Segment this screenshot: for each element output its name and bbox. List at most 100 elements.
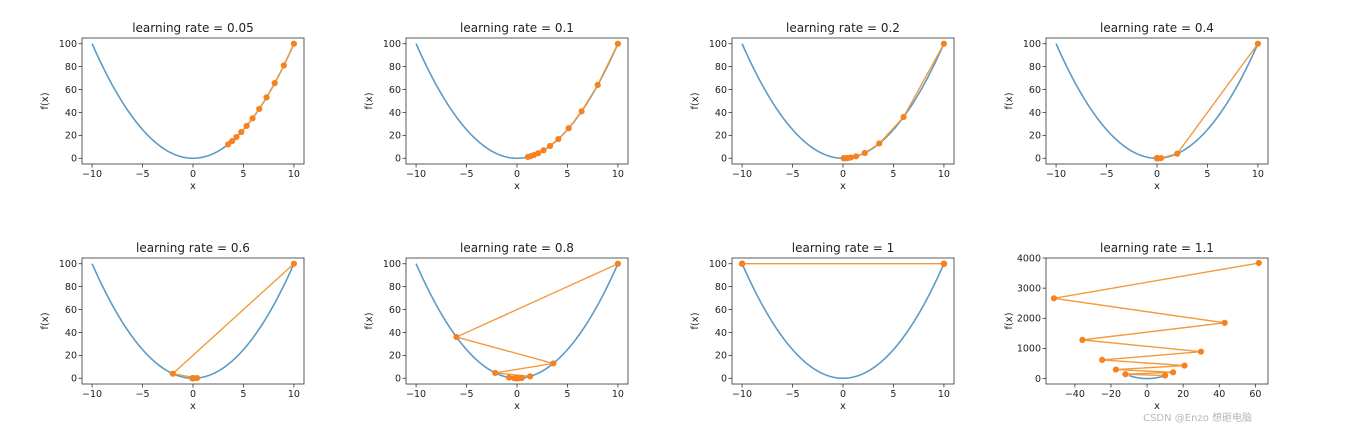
y-tick-label: 100 [709,39,727,50]
descent-point [546,142,554,150]
descent-point [861,149,868,157]
y-tick-label: 0 [1035,154,1041,165]
y-tick-label: 100 [383,39,401,50]
y-tick-label: 80 [389,62,401,73]
descent-point [1153,155,1161,162]
descent-point [1153,155,1161,162]
descent-point [842,155,849,162]
x-tick-label: −5 [136,169,150,180]
x-tick-label: 10 [612,169,624,180]
x-tick-label: 10 [1252,169,1264,180]
x-tick-label: 10 [938,389,950,400]
y-tick-label: 80 [715,62,727,73]
y-tick-label: 100 [59,259,77,270]
x-tick-label: −5 [786,169,800,180]
descent-point [876,140,883,147]
y-axis-label: f(x) [1004,312,1015,329]
descent-point [841,155,848,162]
descent-point [524,153,531,161]
descent-point [249,115,256,122]
y-axis-label: f(x) [690,92,701,109]
descent-path [843,43,945,159]
descent-point [1153,155,1161,162]
descent-point [565,125,572,132]
x-tick-label: −10 [406,389,426,400]
descent-point [1153,155,1161,162]
watermark: CSDN @Enzo 想砸电脑 [1143,413,1252,424]
x-tick-label: 5 [240,169,246,180]
x-tick-label: 60 [1249,389,1261,400]
descent-point [738,260,746,267]
axes-frame [731,37,955,165]
descent-point [940,260,948,267]
x-tick-label: 0 [1144,389,1150,400]
descent-point [1181,362,1188,369]
descent-point [940,40,948,47]
y-tick-label: 40 [389,328,401,339]
descent-point [1153,155,1161,162]
y-tick-label: 20 [65,351,77,362]
y-axis-label: f(x) [40,92,51,109]
x-tick-label: 10 [288,169,300,180]
y-tick-label: 60 [389,85,401,96]
descent-point [540,147,547,154]
descent-point [189,375,197,382]
descent-point [1050,295,1058,302]
descent-point [535,150,542,157]
descent-path [227,43,295,145]
descent-point [169,370,176,377]
descent-path [171,263,295,379]
y-tick-label: 0 [721,154,727,165]
y-axis-label: f(x) [690,312,701,329]
x-tick-label: −5 [1100,169,1114,180]
function-curve [91,263,295,380]
y-tick-label: 80 [65,282,77,293]
descent-point [1099,356,1106,364]
descent-point [290,40,298,47]
descent-point [514,375,521,382]
y-tick-label: 60 [715,85,727,96]
y-axis-label: f(x) [364,92,375,109]
y-tick-label: 3000 [1017,283,1041,294]
descent-point [511,375,518,382]
y-tick-label: 100 [383,259,401,270]
y-tick-label: 40 [1029,108,1041,119]
y-axis-label: f(x) [40,312,51,329]
y-tick-label: 20 [65,131,77,142]
descent-point [506,374,513,381]
descent-point [738,260,746,267]
descent-point [1162,372,1169,379]
x-tick-label: 5 [240,389,246,400]
x-axis-label: x [840,181,846,192]
descent-point [555,135,562,143]
descent-point [189,375,197,382]
descent-point [1174,150,1181,157]
descent-point [940,260,948,267]
descent-point [840,155,847,162]
descent-point [290,260,298,267]
y-tick-label: 40 [65,328,77,339]
y-tick-label: 40 [715,328,727,339]
y-tick-label: 1000 [1017,344,1041,355]
descent-path [527,43,619,158]
descent-point [512,375,520,382]
y-tick-label: 60 [65,305,77,316]
x-tick-label: −10 [82,389,102,400]
descent-path [1157,43,1259,159]
function-curve [91,43,295,160]
x-tick-label: 20 [1177,389,1189,400]
y-tick-label: 0 [71,154,77,165]
x-tick-label: −10 [82,169,102,180]
descent-point [189,375,197,382]
descent-point [847,154,854,161]
x-axis-label: x [840,401,846,412]
descent-point [518,374,525,382]
descent-point [1255,259,1262,267]
x-tick-label: 0 [840,389,846,400]
descent-point [840,155,848,162]
descent-point [738,260,746,267]
